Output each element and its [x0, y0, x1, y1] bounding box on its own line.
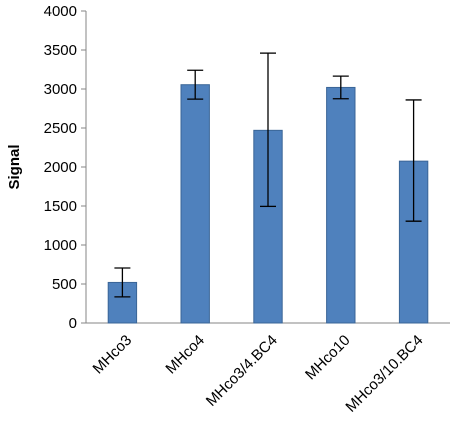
error-bar	[332, 75, 349, 100]
y-tick-label: 4000	[44, 3, 77, 20]
y-tick-label: 2500	[44, 120, 77, 137]
y-tick-label: 1000	[44, 237, 77, 254]
x-category-label: MHco4	[162, 332, 208, 378]
error-bar	[405, 99, 422, 222]
y-tick-label: 500	[52, 276, 77, 293]
y-tick-label: 1500	[44, 198, 77, 215]
bars	[107, 84, 429, 324]
y-tick-label: 0	[69, 315, 77, 332]
error-bar	[260, 52, 276, 208]
error-bars	[114, 52, 422, 298]
error-bar	[187, 69, 204, 100]
x-category-label: MHco3	[90, 332, 136, 378]
y-tick-label: 3500	[44, 42, 77, 59]
y-tick-label: 2000	[44, 159, 77, 176]
y-axis-title: Signal	[6, 144, 23, 189]
y-tick-label: 3000	[44, 81, 77, 98]
x-category-label: MHco10	[302, 332, 354, 384]
error-bar	[114, 267, 131, 298]
bar	[326, 86, 356, 324]
x-category-label: MHco3/10.BC4	[342, 332, 426, 416]
y-ticks: 0 500 1000 1500 2000 2500 3000 3500 4000	[44, 3, 86, 332]
bar	[180, 84, 210, 324]
x-category-label: MHco3/4.BC4	[203, 332, 281, 410]
